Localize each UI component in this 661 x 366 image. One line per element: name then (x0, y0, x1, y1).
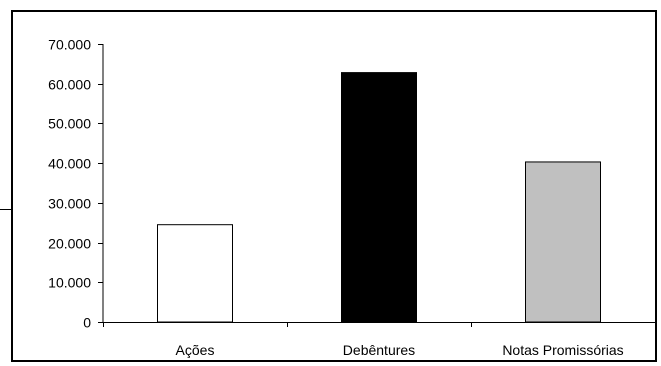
bar-0 (157, 224, 233, 323)
y-tick-label: 60.000 (48, 77, 91, 93)
x-tick-label: Debêntures (343, 342, 415, 358)
x-tick-label: Notas Promissórias (502, 342, 623, 358)
x-axis: Ações Debêntures Notas Promissórias (103, 322, 656, 358)
bars (157, 72, 601, 323)
bar-2 (525, 161, 601, 323)
side-tick-mark (0, 209, 11, 210)
y-tick-label: 20.000 (48, 236, 91, 252)
chart-frame (11, 10, 657, 362)
y-tick-label: 50.000 (48, 116, 91, 132)
y-axis: 0 10.000 20.000 30.000 40.000 50.000 60.000 70.… (48, 37, 104, 331)
y-tick-label: 40.000 (48, 156, 91, 172)
y-tick-label: 70.000 (48, 37, 91, 53)
x-tick-label: Ações (176, 342, 215, 358)
y-tick-label: 10.000 (48, 275, 91, 291)
y-tick-label: 0 (83, 315, 91, 331)
bar-1 (341, 72, 417, 323)
y-tick-label: 30.000 (48, 196, 91, 212)
